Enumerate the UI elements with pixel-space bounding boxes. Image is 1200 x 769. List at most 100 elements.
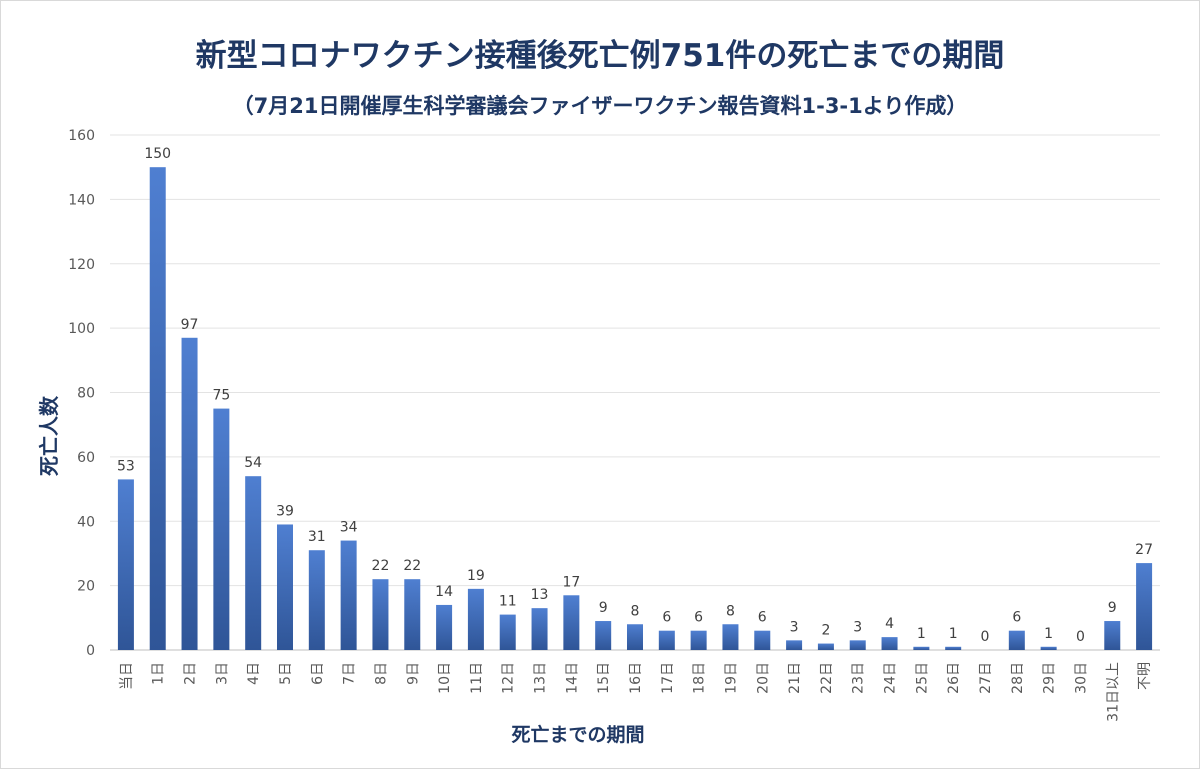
data-label: 150 xyxy=(144,146,171,162)
y-axis-label: 死亡人数 xyxy=(37,395,61,476)
x-tick-label: 14日 xyxy=(564,662,580,694)
x-tick-label: 17日 xyxy=(660,662,676,694)
x-tick-label: 9日 xyxy=(405,662,421,685)
bar xyxy=(1136,563,1153,650)
x-axis-label: 死亡までの期間 xyxy=(511,723,644,746)
y-tick-label: 100 xyxy=(68,321,95,337)
chart-title: 新型コロナワクチン接種後死亡例751件の死亡までの期間 xyxy=(195,38,1005,74)
x-tick-label: 28日 xyxy=(1010,662,1026,694)
x-tick-label: 16日 xyxy=(628,662,644,694)
x-tick-label: 10日 xyxy=(437,662,453,694)
data-label: 17 xyxy=(562,574,580,590)
bar xyxy=(372,579,389,650)
bar xyxy=(117,479,134,650)
y-axis-ticks: 0 20 40 60 80 100 120 140 160 xyxy=(68,128,95,659)
data-label: 8 xyxy=(631,603,640,619)
x-tick-label: 8日 xyxy=(373,662,389,685)
bar xyxy=(404,579,421,650)
x-axis-ticks: 当日 1日 2日 3日 4日 5日 6日 7日 8日 9日 10日 11日 12日 13日 14日 15日 16… xyxy=(119,662,1153,722)
bar xyxy=(149,167,166,650)
data-label: 53 xyxy=(117,458,135,474)
y-tick-label: 120 xyxy=(68,257,95,273)
bar xyxy=(913,646,930,650)
data-label: 54 xyxy=(244,455,262,471)
y-tick-label: 140 xyxy=(68,192,95,208)
data-label: 6 xyxy=(662,610,671,626)
x-tick-label: 29日 xyxy=(1042,662,1058,694)
x-tick-label: 不明 xyxy=(1137,662,1153,690)
y-tick-label: 0 xyxy=(86,643,95,659)
x-tick-label: 23日 xyxy=(851,662,867,694)
bar xyxy=(1104,621,1121,650)
data-label: 97 xyxy=(181,317,199,333)
x-tick-label: 20日 xyxy=(755,662,771,694)
bar xyxy=(849,640,866,650)
data-label: 14 xyxy=(435,584,453,600)
data-label: 39 xyxy=(276,503,294,519)
y-tick-label: 20 xyxy=(77,579,95,595)
data-label: 19 xyxy=(467,568,485,584)
x-tick-label: 2日 xyxy=(183,662,199,685)
data-label: 27 xyxy=(1135,542,1153,558)
bar xyxy=(308,550,325,650)
bar xyxy=(754,630,771,650)
bar xyxy=(1008,630,1025,650)
x-tick-label: 19日 xyxy=(723,662,739,694)
x-tick-label: 30日 xyxy=(1073,662,1089,694)
bars xyxy=(117,167,1153,650)
bar xyxy=(340,540,357,650)
data-label: 1 xyxy=(949,626,958,642)
data-label: 9 xyxy=(1108,600,1117,616)
data-label: 6 xyxy=(694,610,703,626)
data-label: 4 xyxy=(885,616,894,632)
x-tick-label: 15日 xyxy=(596,662,612,694)
bar xyxy=(277,524,293,650)
bar xyxy=(531,608,548,650)
x-tick-label: 25日 xyxy=(914,662,930,694)
data-label: 3 xyxy=(790,619,799,635)
data-label: 31 xyxy=(308,529,326,545)
data-label: 22 xyxy=(403,558,421,574)
data-label: 9 xyxy=(599,600,608,616)
bar xyxy=(467,588,484,650)
x-tick-label: 11日 xyxy=(469,662,485,694)
data-label: 1 xyxy=(917,626,926,642)
bar xyxy=(658,630,675,650)
data-label: 8 xyxy=(726,603,735,619)
x-tick-label: 1日 xyxy=(151,662,167,685)
bar xyxy=(945,646,962,650)
x-tick-label: 26日 xyxy=(946,662,962,694)
bar xyxy=(690,630,707,650)
data-label: 6 xyxy=(1012,610,1021,626)
bar xyxy=(595,621,612,650)
data-label: 3 xyxy=(853,619,862,635)
data-label: 0 xyxy=(1076,629,1085,645)
bar xyxy=(213,408,230,650)
bar xyxy=(881,637,898,650)
bar xyxy=(1040,646,1057,650)
data-label: 13 xyxy=(531,587,549,603)
data-label: 6 xyxy=(758,610,767,626)
x-tick-label: 当日 xyxy=(119,662,135,690)
data-label: 75 xyxy=(212,388,230,404)
data-label: 22 xyxy=(372,558,390,574)
x-tick-label: 12日 xyxy=(501,662,517,694)
bar xyxy=(181,337,198,650)
x-tick-label: 27日 xyxy=(978,662,994,694)
bar xyxy=(563,595,580,650)
x-tick-label: 21日 xyxy=(787,662,803,694)
bar xyxy=(436,604,453,650)
bar xyxy=(627,624,643,650)
x-tick-label: 5日 xyxy=(278,662,294,685)
data-label: 0 xyxy=(981,629,990,645)
x-tick-label: 4日 xyxy=(246,662,262,685)
bar xyxy=(499,614,516,650)
data-label: 11 xyxy=(499,594,517,610)
x-tick-label: 22日 xyxy=(819,662,835,694)
bar xyxy=(786,640,803,650)
y-tick-label: 160 xyxy=(68,128,95,144)
y-tick-label: 60 xyxy=(77,450,95,466)
y-tick-label: 40 xyxy=(77,514,95,530)
